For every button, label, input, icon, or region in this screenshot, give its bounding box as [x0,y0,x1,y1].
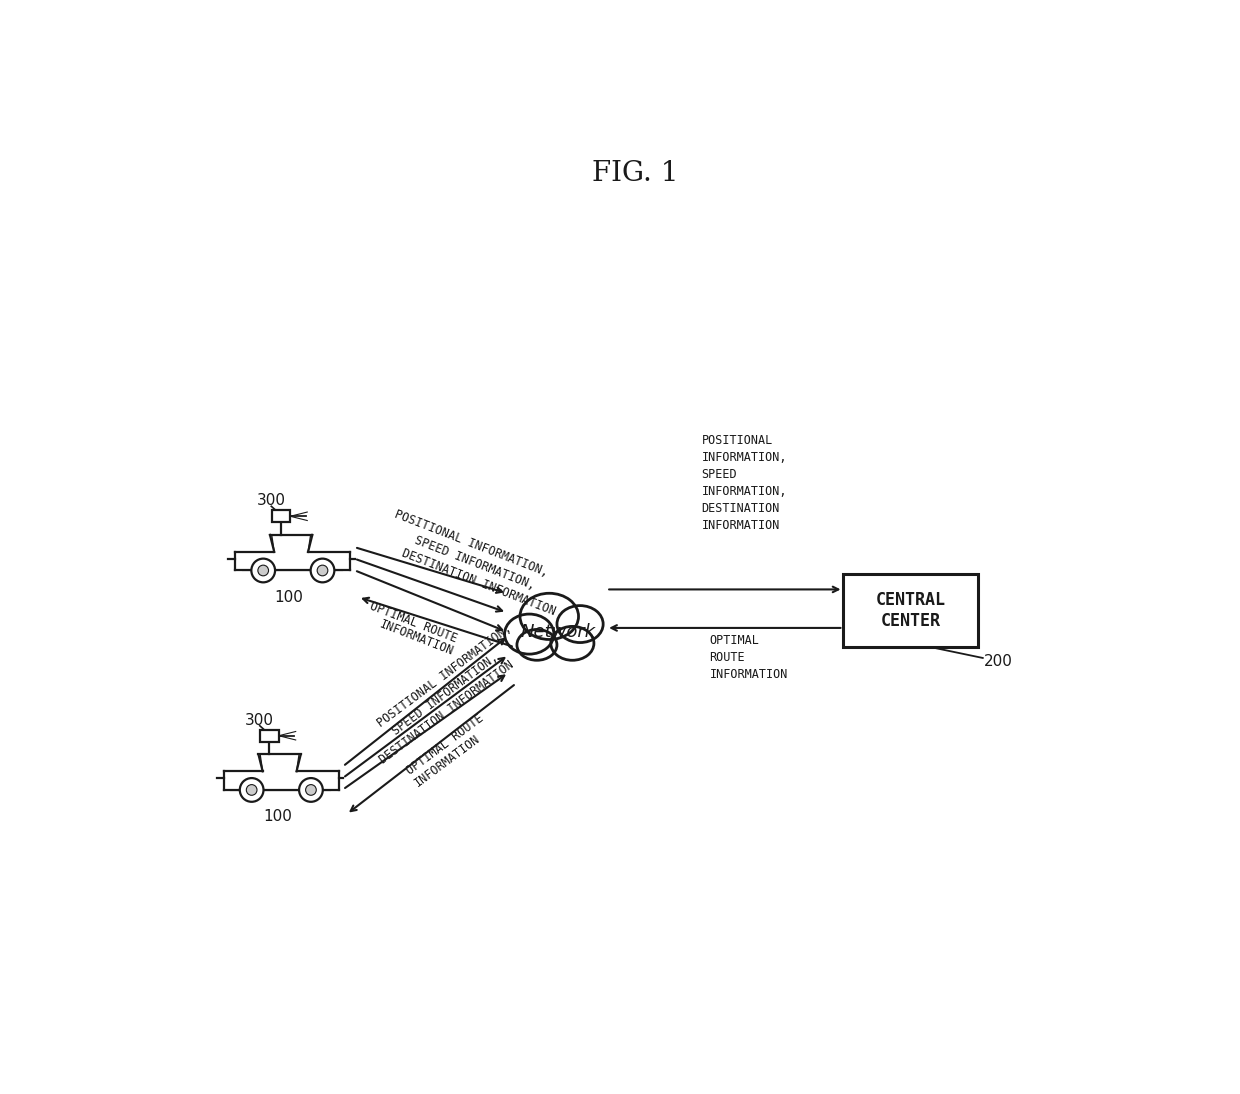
Text: FIG. 1: FIG. 1 [593,160,678,187]
Text: 100: 100 [274,590,304,605]
Ellipse shape [520,593,579,640]
Text: DESTINATION INFORMATION: DESTINATION INFORMATION [401,546,558,618]
Text: 300: 300 [257,493,285,509]
Circle shape [305,784,316,795]
Ellipse shape [517,629,557,661]
Ellipse shape [551,627,594,661]
Text: 100: 100 [263,810,291,824]
Text: OPTIMAL
ROUTE
INFORMATION: OPTIMAL ROUTE INFORMATION [709,635,787,682]
Text: CENTRAL
CENTER: CENTRAL CENTER [875,591,946,630]
Circle shape [247,784,257,795]
Text: OPTIMAL ROUTE: OPTIMAL ROUTE [368,600,459,645]
Circle shape [311,559,335,582]
Text: SPEED INFORMATION,: SPEED INFORMATION, [413,534,537,592]
Text: INFORMATION: INFORMATION [412,732,482,789]
Text: OPTIMAL ROUTE: OPTIMAL ROUTE [404,712,486,778]
Ellipse shape [505,614,554,654]
Bar [260,730,279,742]
Circle shape [252,559,275,582]
Text: POSITIONAL INFORMATION,: POSITIONAL INFORMATION, [392,508,549,580]
Text: DESTINATION INFORMATION: DESTINATION INFORMATION [377,659,517,767]
Text: POSITIONAL
INFORMATION,
SPEED
INFORMATION,
DESTINATION
INFORMATION: POSITIONAL INFORMATION, SPEED INFORMATIO… [702,433,787,532]
Bar [272,511,290,522]
Text: 300: 300 [246,713,274,728]
Text: SPEED INFORMATION,: SPEED INFORMATION, [389,651,500,737]
Circle shape [299,778,322,802]
Circle shape [258,566,269,575]
Circle shape [317,566,327,575]
Ellipse shape [557,606,603,642]
Text: POSITIONAL INFORMATION,: POSITIONAL INFORMATION, [376,621,515,730]
Circle shape [239,778,264,802]
Text: 200: 200 [985,653,1013,668]
Bar [843,574,978,648]
Text: Network: Network [521,622,596,641]
Text: INFORMATION: INFORMATION [378,617,456,657]
